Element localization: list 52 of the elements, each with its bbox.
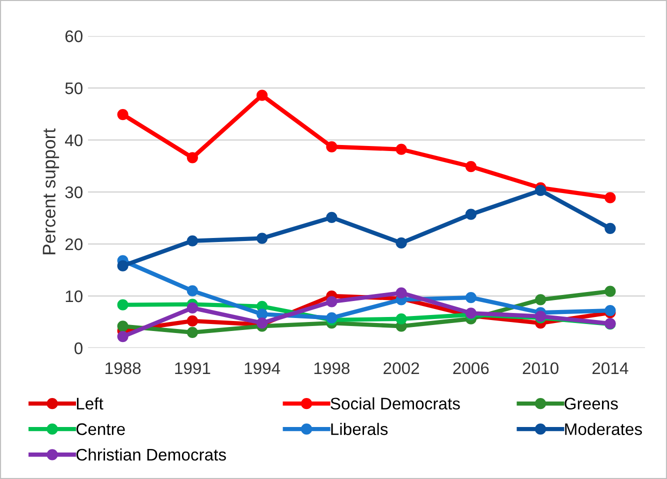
point bbox=[465, 208, 476, 220]
point bbox=[117, 260, 128, 272]
y-tick-label: 20 bbox=[65, 238, 82, 250]
y-tick-label: 50 bbox=[65, 82, 82, 94]
point bbox=[186, 315, 198, 327]
y-axis-title: Percent support bbox=[42, 128, 60, 254]
point bbox=[326, 296, 338, 308]
x-tick-label: 1988 bbox=[106, 362, 141, 374]
point bbox=[396, 313, 407, 324]
point bbox=[186, 302, 198, 314]
point bbox=[326, 212, 338, 224]
y-tick-label: 60 bbox=[65, 30, 82, 42]
point bbox=[326, 141, 338, 152]
point bbox=[604, 222, 616, 234]
point bbox=[117, 108, 128, 120]
x-tick-label: 1991 bbox=[175, 362, 210, 374]
point bbox=[465, 160, 476, 172]
point bbox=[256, 232, 268, 244]
point bbox=[256, 90, 268, 101]
point bbox=[186, 285, 198, 296]
legend-label: Social Democrats bbox=[330, 397, 460, 410]
point bbox=[186, 235, 198, 246]
point bbox=[117, 331, 128, 342]
legend-label: Christian Democrats bbox=[76, 448, 226, 461]
point bbox=[117, 320, 128, 332]
point bbox=[535, 294, 546, 306]
legend-label: Centre bbox=[76, 423, 125, 436]
y-tick-label: 30 bbox=[65, 186, 82, 198]
legend-label: Liberals bbox=[331, 422, 388, 436]
legend-label: Moderates bbox=[565, 422, 642, 436]
point bbox=[465, 292, 476, 304]
point bbox=[396, 287, 407, 298]
point bbox=[186, 326, 198, 338]
point bbox=[256, 308, 268, 320]
legend-label: Left bbox=[76, 397, 104, 410]
x-tick-label: 2014 bbox=[592, 362, 628, 374]
x-tick-label: 2006 bbox=[453, 362, 489, 374]
x-tick-label: 1998 bbox=[314, 362, 350, 374]
point bbox=[117, 299, 128, 310]
y-tick-label: 40 bbox=[64, 134, 82, 146]
point bbox=[604, 192, 616, 204]
point bbox=[396, 144, 407, 155]
x-tick-label: 2010 bbox=[522, 362, 558, 374]
y-tick-label: 10 bbox=[66, 290, 82, 302]
point bbox=[604, 286, 616, 297]
point bbox=[535, 184, 546, 196]
x-tick-label: 2002 bbox=[384, 362, 420, 374]
point bbox=[186, 152, 198, 164]
y-tick-label: 0 bbox=[74, 342, 82, 354]
point bbox=[396, 237, 407, 249]
x-tick-label: 1994 bbox=[244, 362, 280, 374]
legend-label: Greens bbox=[564, 398, 618, 410]
